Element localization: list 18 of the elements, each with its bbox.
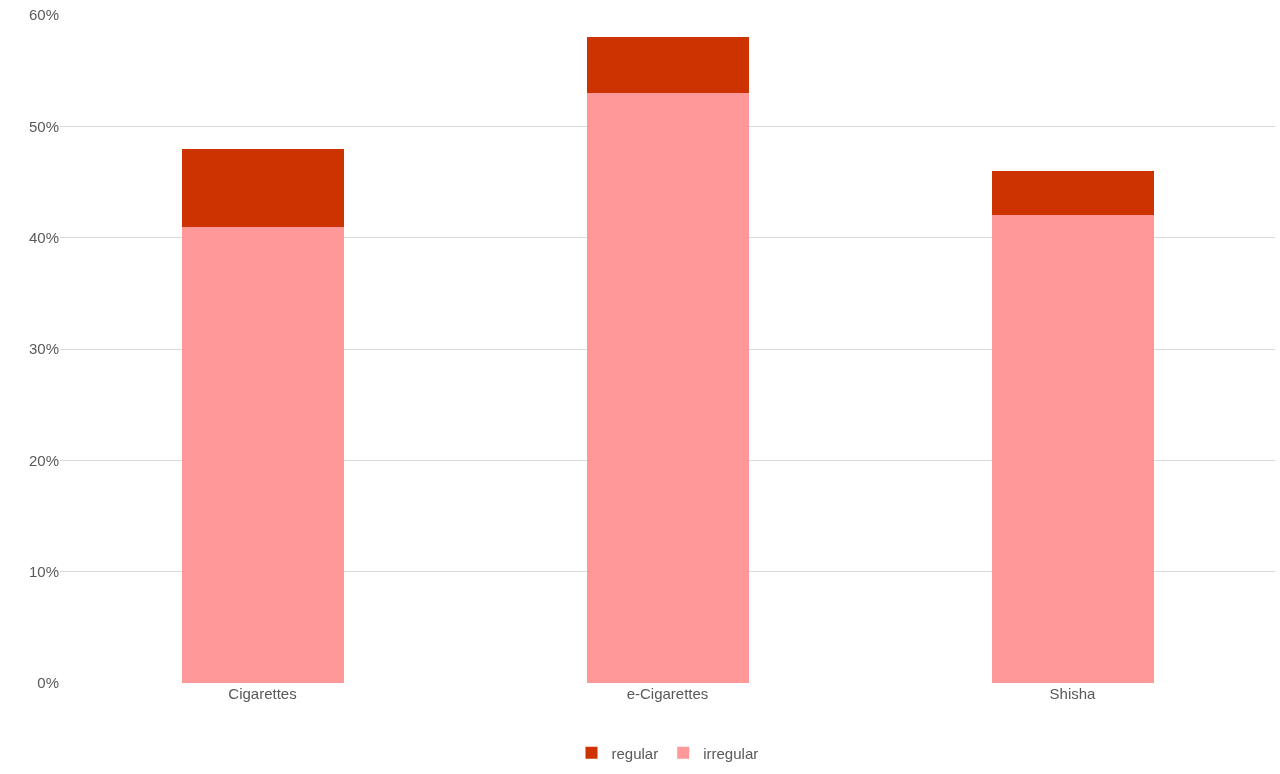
bar — [181, 148, 344, 227]
y-tick-label: 10% — [28, 562, 59, 580]
y-tick-label: 50% — [28, 117, 59, 135]
x-tick-label: e-Cigarettes — [626, 685, 709, 702]
y-tick-label: 60% — [28, 6, 59, 24]
y-tick-label: 30% — [28, 340, 59, 358]
bar — [991, 170, 1154, 216]
bar — [586, 92, 749, 683]
bar — [586, 37, 749, 93]
x-tick-label: Shisha — [1049, 685, 1097, 702]
y-tick-label: 20% — [28, 451, 59, 469]
legend-label: irregular — [703, 744, 759, 762]
y-tick-label: 0% — [37, 674, 59, 692]
y-tick-label: 40% — [28, 228, 59, 246]
legend-label: regular — [611, 744, 659, 762]
bar — [181, 226, 344, 683]
bar — [991, 215, 1154, 683]
x-tick-label: Cigarettes — [228, 685, 297, 702]
